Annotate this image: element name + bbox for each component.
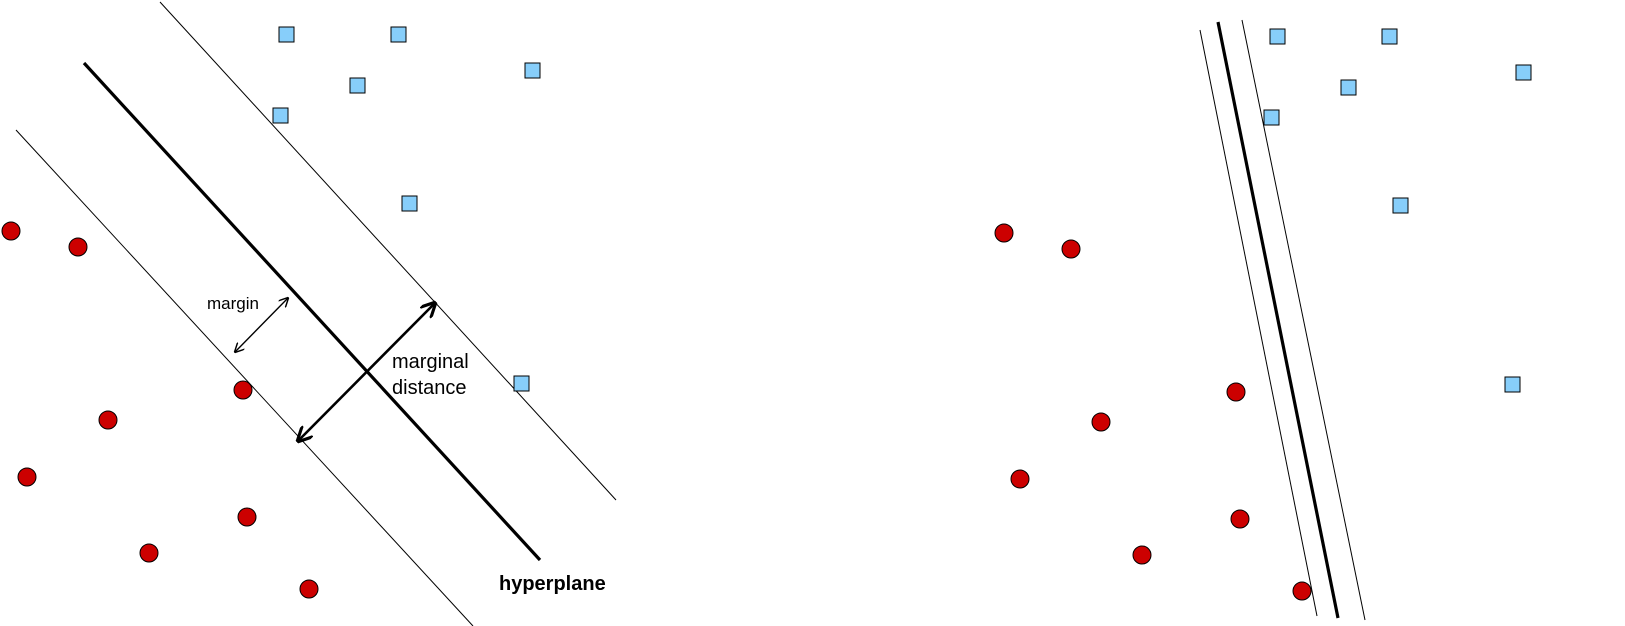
right-circles <box>994 223 1312 601</box>
circle-point <box>1226 382 1246 402</box>
right-right-margin-line <box>1241 19 1366 621</box>
square-point <box>1381 28 1398 45</box>
square-point <box>1504 376 1521 393</box>
right-squares <box>1263 28 1532 393</box>
left-squares <box>272 26 541 392</box>
square-point <box>1340 79 1357 96</box>
circle-point <box>68 237 88 257</box>
square-point <box>513 375 530 392</box>
square-point <box>390 26 407 43</box>
circle-point <box>1292 581 1312 601</box>
circle-point <box>139 543 159 563</box>
square-point <box>278 26 295 43</box>
hyperplane-line <box>82 61 542 562</box>
square-point <box>349 77 366 94</box>
margin-arrow <box>235 298 288 352</box>
circle-point <box>98 410 118 430</box>
circle-point <box>1230 509 1250 529</box>
circle-point <box>233 380 253 400</box>
circle-point <box>1132 545 1152 565</box>
marginal-distance-arrow <box>298 303 435 441</box>
circle-point <box>17 467 37 487</box>
right-hyperplane-line <box>1216 21 1340 619</box>
circle-point <box>237 507 257 527</box>
margin-label: margin <box>207 294 259 313</box>
upper-margin-line <box>159 1 617 501</box>
circle-point <box>299 579 319 599</box>
right-panel <box>994 19 1532 621</box>
circle-point <box>1061 239 1081 259</box>
circle-point <box>1 221 21 241</box>
square-point <box>1515 64 1532 81</box>
left-panel: margin marginal distance hyperplane <box>1 1 617 626</box>
right-left-margin-line <box>1199 29 1318 617</box>
circle-point <box>1091 412 1111 432</box>
square-point <box>524 62 541 79</box>
left-circles <box>1 221 319 599</box>
square-point <box>1392 197 1409 214</box>
square-point <box>272 107 289 124</box>
square-point <box>1269 28 1286 45</box>
hyperplane-label: hyperplane <box>499 573 606 595</box>
marginal-distance-label-line2: distance <box>392 377 467 399</box>
square-point <box>401 195 418 212</box>
marginal-distance-label-line1: marginal <box>392 351 469 373</box>
circle-point <box>994 223 1014 243</box>
lower-margin-line <box>15 129 474 626</box>
square-point <box>1263 109 1280 126</box>
circle-point <box>1010 469 1030 489</box>
